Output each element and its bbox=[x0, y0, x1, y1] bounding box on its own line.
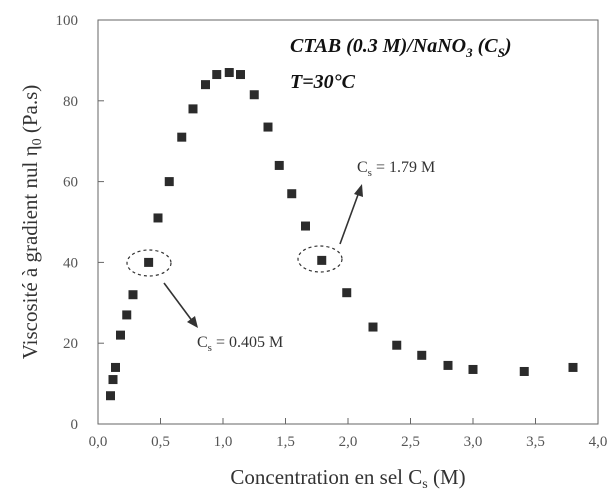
data-point bbox=[368, 322, 378, 332]
data-point bbox=[417, 350, 427, 360]
data-point bbox=[317, 255, 327, 265]
x-axis-title: Concentration en sel Cs (M) bbox=[230, 465, 465, 492]
data-point bbox=[443, 360, 453, 370]
annotation-title-end: ) bbox=[503, 35, 512, 57]
data-point bbox=[108, 375, 118, 385]
callout-1-prefix: C bbox=[197, 334, 208, 351]
annotation-title-main: CTAB (0.3 M)/NaNO bbox=[290, 35, 466, 57]
annotation-title-suffix-sub: S bbox=[498, 45, 505, 60]
data-point bbox=[128, 290, 138, 300]
data-point bbox=[274, 160, 284, 170]
x-tick-label: 0,5 bbox=[151, 434, 170, 450]
callout-2-arrowhead bbox=[354, 184, 363, 197]
data-point bbox=[287, 189, 297, 199]
y-tick-label: 60 bbox=[63, 175, 78, 191]
x-tick-label: 1,5 bbox=[276, 434, 295, 450]
callout-1-sub: s bbox=[208, 342, 212, 354]
y-tick-label: 0 bbox=[71, 417, 79, 433]
data-point bbox=[224, 68, 234, 78]
data-point bbox=[263, 122, 273, 132]
x-tick-label: 3,5 bbox=[526, 434, 545, 450]
x-axis-title-main: Concentration en sel C bbox=[230, 465, 422, 489]
data-point bbox=[568, 362, 578, 372]
x-tick-label: 0,0 bbox=[89, 434, 108, 450]
callout-2-arrow bbox=[339, 191, 360, 245]
callout-1-arrow bbox=[163, 282, 194, 323]
x-axis-title-unit: (M) bbox=[428, 465, 466, 489]
callout-2-prefix: C bbox=[357, 159, 368, 176]
x-axis-title-sub: s bbox=[422, 477, 427, 492]
callout-2-text: = 1.79 M bbox=[372, 159, 435, 176]
data-point bbox=[201, 80, 210, 90]
y-axis-title-main: Viscosité à gradient nul η bbox=[18, 145, 42, 359]
data-point bbox=[392, 340, 402, 350]
data-point bbox=[144, 257, 154, 267]
data-point bbox=[153, 213, 163, 223]
data-point bbox=[212, 70, 222, 80]
x-tick-label: 2,5 bbox=[401, 434, 420, 450]
data-point bbox=[301, 221, 310, 231]
callout-1-ellipse bbox=[126, 249, 172, 277]
x-axis: 0,0 0,5 1,0 1,5 2,0 2,5 3,0 3,5 4,0 bbox=[89, 418, 608, 450]
y-tick-label: 80 bbox=[63, 94, 78, 110]
callout-1-text: = 0.405 M bbox=[212, 334, 283, 351]
x-tick-label: 2,0 bbox=[339, 434, 358, 450]
callout-2-sub: s bbox=[368, 167, 372, 179]
data-point bbox=[519, 366, 529, 376]
data-point bbox=[111, 362, 120, 372]
callout-1-arrowhead bbox=[187, 316, 198, 328]
data-point bbox=[177, 132, 187, 142]
y-axis-title: Viscosité à gradient nul η0 (Pa.s) bbox=[18, 85, 45, 360]
data-point bbox=[468, 364, 478, 374]
data-point bbox=[164, 177, 174, 187]
callout-2-label: Cs = 1.79 M bbox=[357, 159, 435, 179]
y-tick-label: 40 bbox=[63, 255, 78, 271]
y-axis: 0 20 40 60 80 100 bbox=[56, 13, 104, 433]
data-point bbox=[106, 391, 115, 401]
data-point bbox=[122, 310, 132, 320]
data-point bbox=[249, 90, 259, 100]
x-tick-label: 3,0 bbox=[464, 434, 483, 450]
y-axis-title-sub: 0 bbox=[30, 138, 45, 145]
data-point bbox=[188, 104, 198, 114]
data-point bbox=[342, 288, 352, 298]
callout-1-label: Cs = 0.405 M bbox=[197, 334, 283, 354]
annotation-temperature: T=30°C bbox=[290, 71, 356, 93]
callout-2-ellipse bbox=[297, 245, 343, 273]
data-point bbox=[116, 330, 125, 340]
y-tick-label: 20 bbox=[63, 336, 78, 352]
data-series bbox=[106, 68, 578, 401]
annotation-title: CTAB (0.3 M)/NaNO3 (CS) bbox=[290, 35, 512, 60]
x-tick-label: 4,0 bbox=[589, 434, 608, 450]
y-tick-label: 100 bbox=[56, 13, 79, 29]
annotation-title-sub: 3 bbox=[465, 45, 473, 60]
y-axis-title-unit: (Pa.s) bbox=[18, 85, 42, 139]
annotation-title-suffix: (C bbox=[473, 35, 499, 57]
data-point bbox=[236, 70, 245, 80]
x-tick-label: 1,0 bbox=[214, 434, 233, 450]
